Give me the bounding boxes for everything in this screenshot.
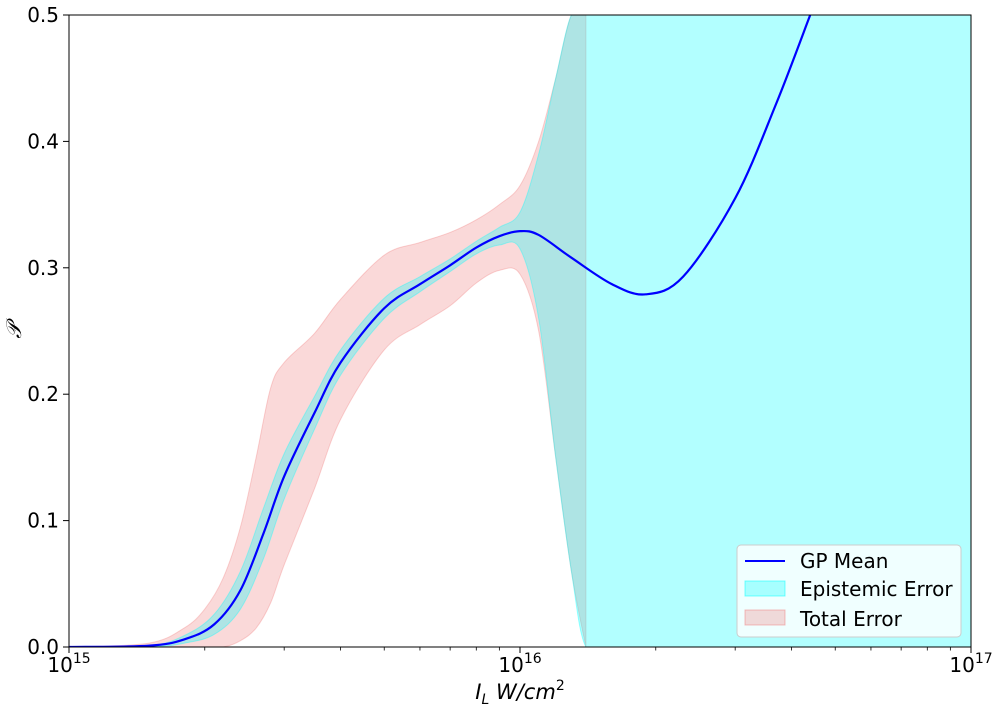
- y-tick-label: 0.5: [27, 3, 59, 27]
- legend-label-epistemic: Epistemic Error: [800, 577, 953, 601]
- ticks-layer: 0.0 0.1 0.2 0.3 0.4 0.5 1015 1016 1017: [27, 3, 992, 677]
- x-tick-label: 1015: [47, 651, 90, 677]
- x-axis-label: IL W/cm2: [475, 678, 564, 708]
- y-tick-label: 0.1: [27, 509, 59, 533]
- legend: GP Mean Epistemic Error Total Error: [736, 544, 962, 638]
- lines-layer: [69, 15, 812, 647]
- legend-frame: [736, 544, 962, 638]
- band-epistemic-error: [69, 15, 971, 647]
- legend-swatch-epistemic: [744, 580, 786, 597]
- y-tick-label: 0.0: [27, 635, 59, 659]
- legend-swatch-total: [744, 609, 786, 626]
- series-line-gp-mean: [69, 15, 812, 647]
- band-total-error: [69, 15, 587, 647]
- y-tick-label: 0.4: [27, 129, 59, 153]
- x-tick-label: 1017: [949, 651, 992, 677]
- x-tick-label: 1016: [498, 651, 541, 677]
- y-axis-label: 𝒫: [2, 318, 26, 339]
- bands-layer: [69, 15, 971, 647]
- legend-label-gp-mean: GP Mean: [800, 549, 888, 573]
- y-tick-label: 0.2: [27, 382, 59, 406]
- legend-label-total: Total Error: [799, 607, 903, 631]
- y-tick-label: 0.3: [27, 256, 59, 280]
